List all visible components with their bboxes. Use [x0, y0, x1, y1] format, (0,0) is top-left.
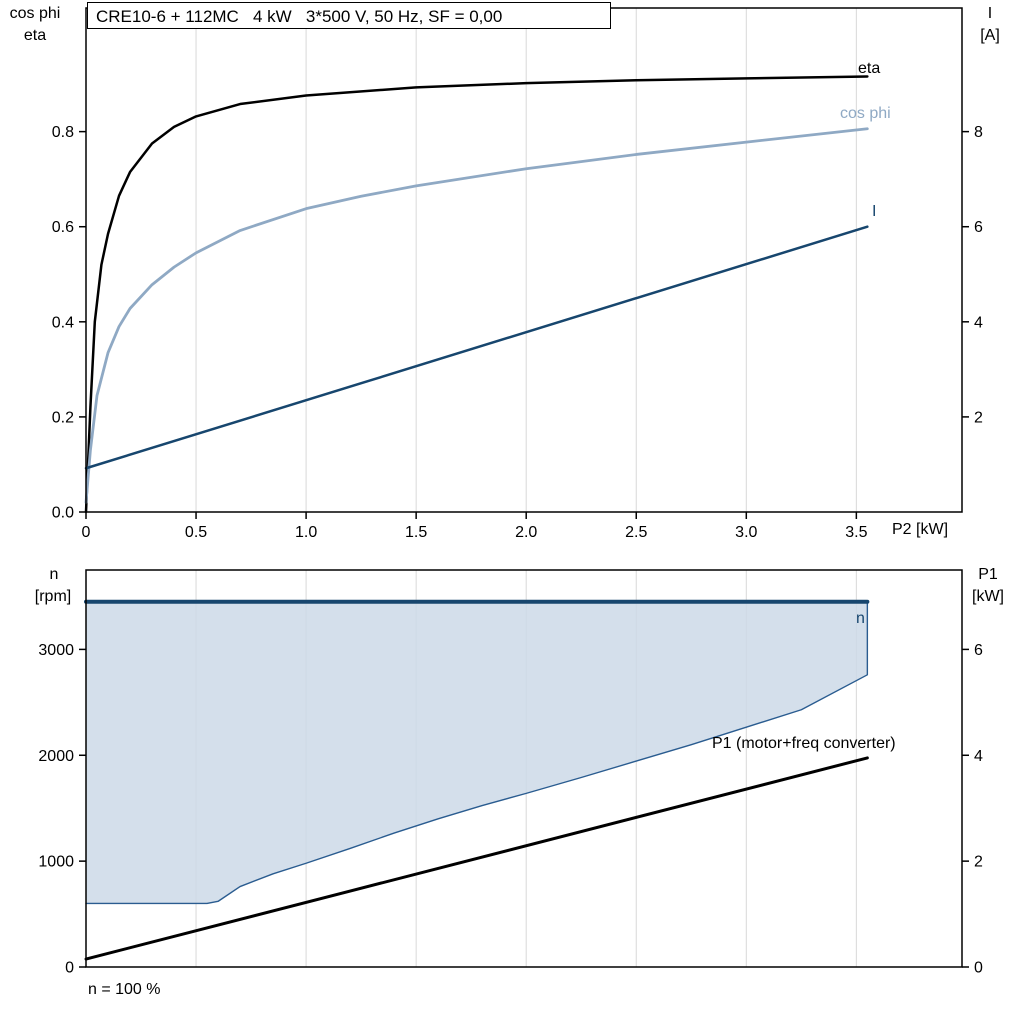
- tick-label: 8: [974, 124, 983, 141]
- tick-label: 0.6: [52, 219, 74, 236]
- tick-label: 1000: [38, 854, 74, 871]
- speed-footnote: n = 100 %: [88, 981, 161, 998]
- top-left-axis-title-cos-phi: cos phi: [9, 5, 61, 22]
- curve-label-speed: n: [856, 610, 865, 627]
- plot-frame: [85, 569, 963, 968]
- tick-label: 4: [974, 748, 983, 765]
- bottom-left-axis-title-speed: n: [49, 566, 59, 583]
- area-speed-operating-range: [86, 601, 868, 904]
- tick-label: 0.5: [185, 524, 207, 541]
- tick-label: 6: [974, 219, 983, 236]
- tick-label: 1.0: [295, 524, 317, 541]
- tick-label: 0: [82, 524, 91, 541]
- tick-label: 0.4: [52, 314, 74, 331]
- x-axis-title-p2: P2 [kW]: [892, 521, 949, 538]
- series-i: [84, 225, 869, 470]
- series-eta: [84, 75, 869, 514]
- top-right-axis-title-current: I: [987, 5, 993, 22]
- tick-label: 3.0: [735, 524, 757, 541]
- tick-label: 0: [974, 960, 983, 977]
- curve-label-current: I: [872, 203, 877, 220]
- tick-label: 2: [974, 409, 983, 426]
- tick-label: 3.5: [845, 524, 867, 541]
- tick-label: 6: [974, 642, 983, 659]
- series-cos-phi: [84, 127, 869, 504]
- top-right-axis-title-ampere-unit: [A]: [980, 27, 1000, 44]
- curve-label-p1: P1 (motor+freq converter): [712, 735, 896, 752]
- bottom-right-axis-title-kw-unit: [kW]: [972, 588, 1004, 605]
- tick-label: 2000: [38, 748, 74, 765]
- tick-label: 0.0: [52, 505, 74, 522]
- tick-label: 4: [974, 314, 983, 331]
- tick-label: 0.8: [52, 124, 74, 141]
- top-left-axis-title-eta: eta: [23, 27, 47, 44]
- curve-label-eta: eta: [858, 60, 881, 77]
- tick-label: 3000: [38, 642, 74, 659]
- bottom-left-axis-title-rpm-unit: [rpm]: [34, 588, 72, 605]
- tick-label: 2: [974, 854, 983, 871]
- tick-label: 2.5: [625, 524, 647, 541]
- chart-title-box: CRE10-6 + 112MC 4 kW 3*500 V, 50 Hz, SF …: [87, 2, 611, 29]
- series-p1: [84, 756, 869, 961]
- curve-label-cos-phi: cos phi: [840, 105, 891, 122]
- tick-label: 0: [65, 960, 74, 977]
- tick-label: 1.5: [405, 524, 427, 541]
- tick-label: 2.0: [515, 524, 537, 541]
- tick-label: 0.2: [52, 409, 74, 426]
- bottom-right-axis-title-p1: P1: [978, 566, 998, 583]
- series-n-min-boundary: [85, 601, 869, 905]
